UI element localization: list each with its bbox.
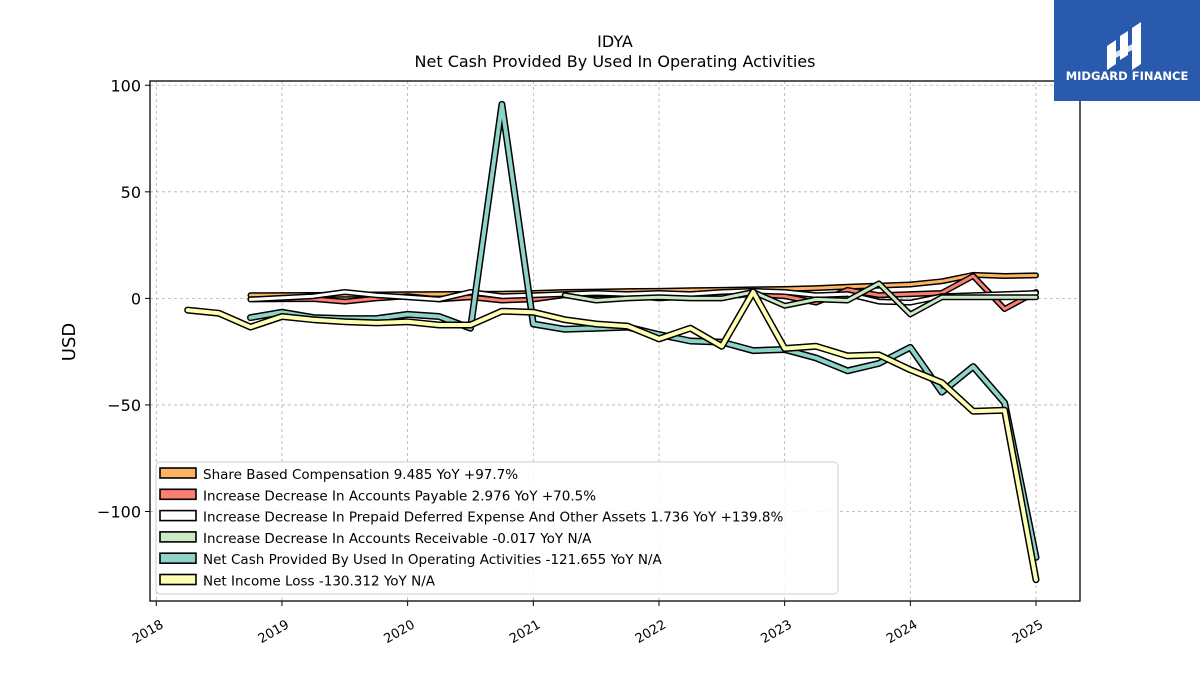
y-tick-label: 0	[131, 289, 141, 308]
legend-entry-label: Net Cash Provided By Used In Operating A…	[203, 552, 662, 568]
legend-entry-label: Net Income Loss -130.312 YoY N/A	[203, 574, 436, 590]
legend-box	[155, 461, 839, 595]
plot-frame	[149, 80, 1081, 602]
legend-swatch	[159, 509, 197, 522]
legend-entry-label: Share Based Compensation 9.485 YoY +97.7…	[203, 467, 518, 483]
legend-swatch	[159, 488, 197, 501]
legend-swatch	[159, 467, 197, 479]
logo-mark-icon	[1107, 22, 1141, 70]
legend: Share Based Compensation 9.485 YoY +97.7…	[155, 461, 839, 595]
legend-swatch	[159, 573, 197, 586]
y-axis-ticks: 100 50 0 −50 −100	[97, 76, 150, 521]
series-line-6	[185, 290, 1038, 582]
legend-swatch	[159, 552, 197, 565]
logo: MIDGARD FINANCE	[1054, 0, 1200, 101]
series-line-4	[563, 282, 1038, 316]
legend-entry-label: Increase Decrease In Accounts Receivable…	[203, 531, 592, 547]
chart-subtitle: Net Cash Provided By Used In Operating A…	[415, 52, 816, 71]
y-tick-label: −100	[97, 502, 141, 521]
legend-entry-label: Increase Decrease In Accounts Payable 2.…	[203, 488, 596, 504]
y-axis-label: USD	[59, 323, 80, 361]
series-line-3	[249, 289, 1038, 305]
legend-entry-label: Increase Decrease In Prepaid Deferred Ex…	[203, 510, 783, 526]
legend-swatch	[159, 531, 197, 543]
y-tick-label: 50	[121, 183, 141, 202]
series-group	[184, 100, 1040, 584]
y-tick-label: −50	[107, 396, 141, 415]
chart-title: IDYA	[597, 32, 633, 51]
y-tick-label: 100	[110, 76, 141, 95]
logo-text: MIDGARD FINANCE	[1066, 69, 1189, 83]
